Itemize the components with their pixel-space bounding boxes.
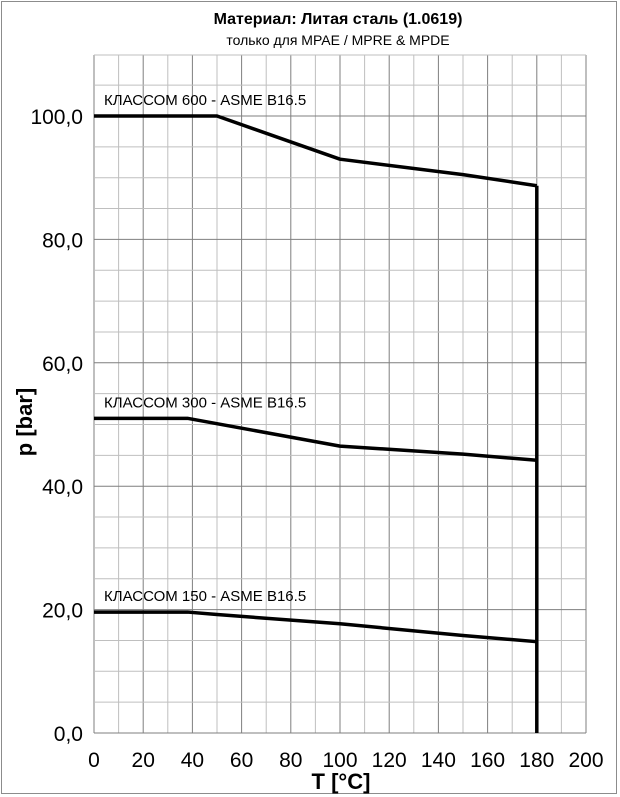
series-label-2: КЛАССОМ 300 - ASME B16.5 (104, 394, 306, 411)
series-line-3 (94, 610, 537, 644)
y-tick-label: 80,0 (42, 229, 83, 252)
tick-labels: 0 20 40 60 80 100 120 140 160 180 200 0,0 20,0 40,0 60… (30, 106, 603, 772)
x-tick-label: 40 (181, 749, 204, 772)
chart-subtitle: только для MPAE / MPRE & MPDE (226, 32, 449, 48)
y-tick-label: 40,0 (42, 476, 83, 499)
x-axis-title: T [°C] (312, 769, 371, 794)
y-axis-title: p [bar] (12, 388, 37, 456)
series-label-3: КЛАССОМ 150 - ASME B16.5 (104, 588, 306, 605)
x-tick-label: 20 (132, 749, 155, 772)
x-tick-label: 60 (230, 749, 253, 772)
y-tick-label: 20,0 (42, 600, 83, 623)
x-tick-label: 120 (372, 749, 407, 772)
chart-title: Материал: Литая сталь (1.0619) (214, 11, 463, 28)
series-group (93, 114, 539, 733)
x-tick-label: 100 (322, 749, 357, 772)
x-tick-label: 160 (470, 749, 505, 772)
x-tick-label: 200 (568, 749, 603, 772)
x-tick-label: 140 (421, 749, 456, 772)
series-label-1: КЛАССОМ 600 - ASME B16.5 (104, 92, 306, 109)
y-tick-label: 100,0 (30, 106, 83, 129)
y-tick-label: 0,0 (54, 723, 83, 746)
y-tick-label: 60,0 (42, 353, 83, 376)
x-tick-label: 180 (519, 749, 554, 772)
x-tick-label: 0 (88, 749, 100, 772)
series-annotations: КЛАССОМ 600 - ASME B16.5 КЛАССОМ 300 - AS… (104, 92, 306, 605)
x-tick-label: 80 (279, 749, 302, 772)
